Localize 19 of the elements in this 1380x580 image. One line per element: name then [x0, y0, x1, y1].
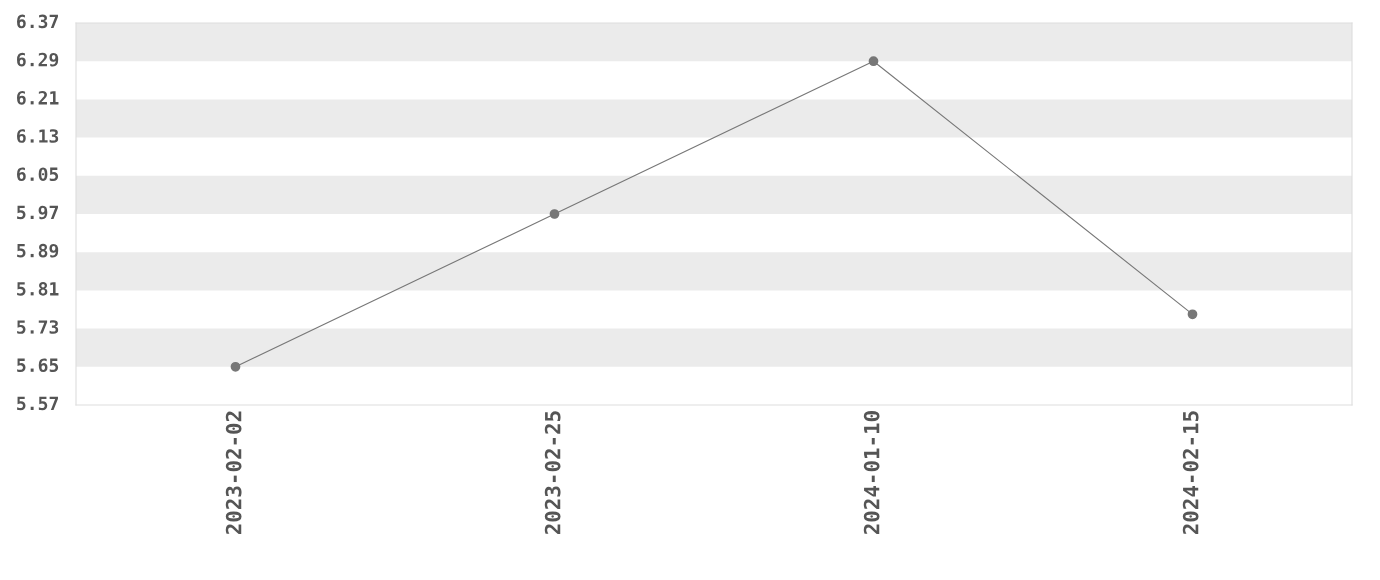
- y-tick-label: 5.89: [17, 243, 59, 258]
- y-tick-label: 6.21: [17, 90, 59, 105]
- y-tick-label: 5.57: [17, 396, 58, 411]
- point: [868, 56, 879, 67]
- point: [1187, 309, 1198, 320]
- x-tick-label: 2023-02-25: [544, 411, 561, 535]
- x-tick-label: 2024-01-10: [863, 411, 880, 535]
- point: [549, 209, 560, 219]
- x-tick-label: 2024-02-15: [1182, 411, 1199, 535]
- point: [230, 361, 241, 372]
- y-tick-label: 5.73: [17, 320, 59, 334]
- y-tick-label: 6.29: [17, 52, 59, 67]
- y-tick-label: 6.13: [17, 129, 59, 143]
- y-tick-label: 6.05: [17, 167, 59, 182]
- y-tick-label: 6.37: [17, 14, 58, 29]
- x-tick-label: 2023-02-02: [225, 411, 242, 535]
- y-tick-label: 5.97: [17, 205, 58, 220]
- y-tick-label: 5.65: [17, 358, 59, 373]
- y-tick-label: 5.81: [17, 281, 59, 296]
